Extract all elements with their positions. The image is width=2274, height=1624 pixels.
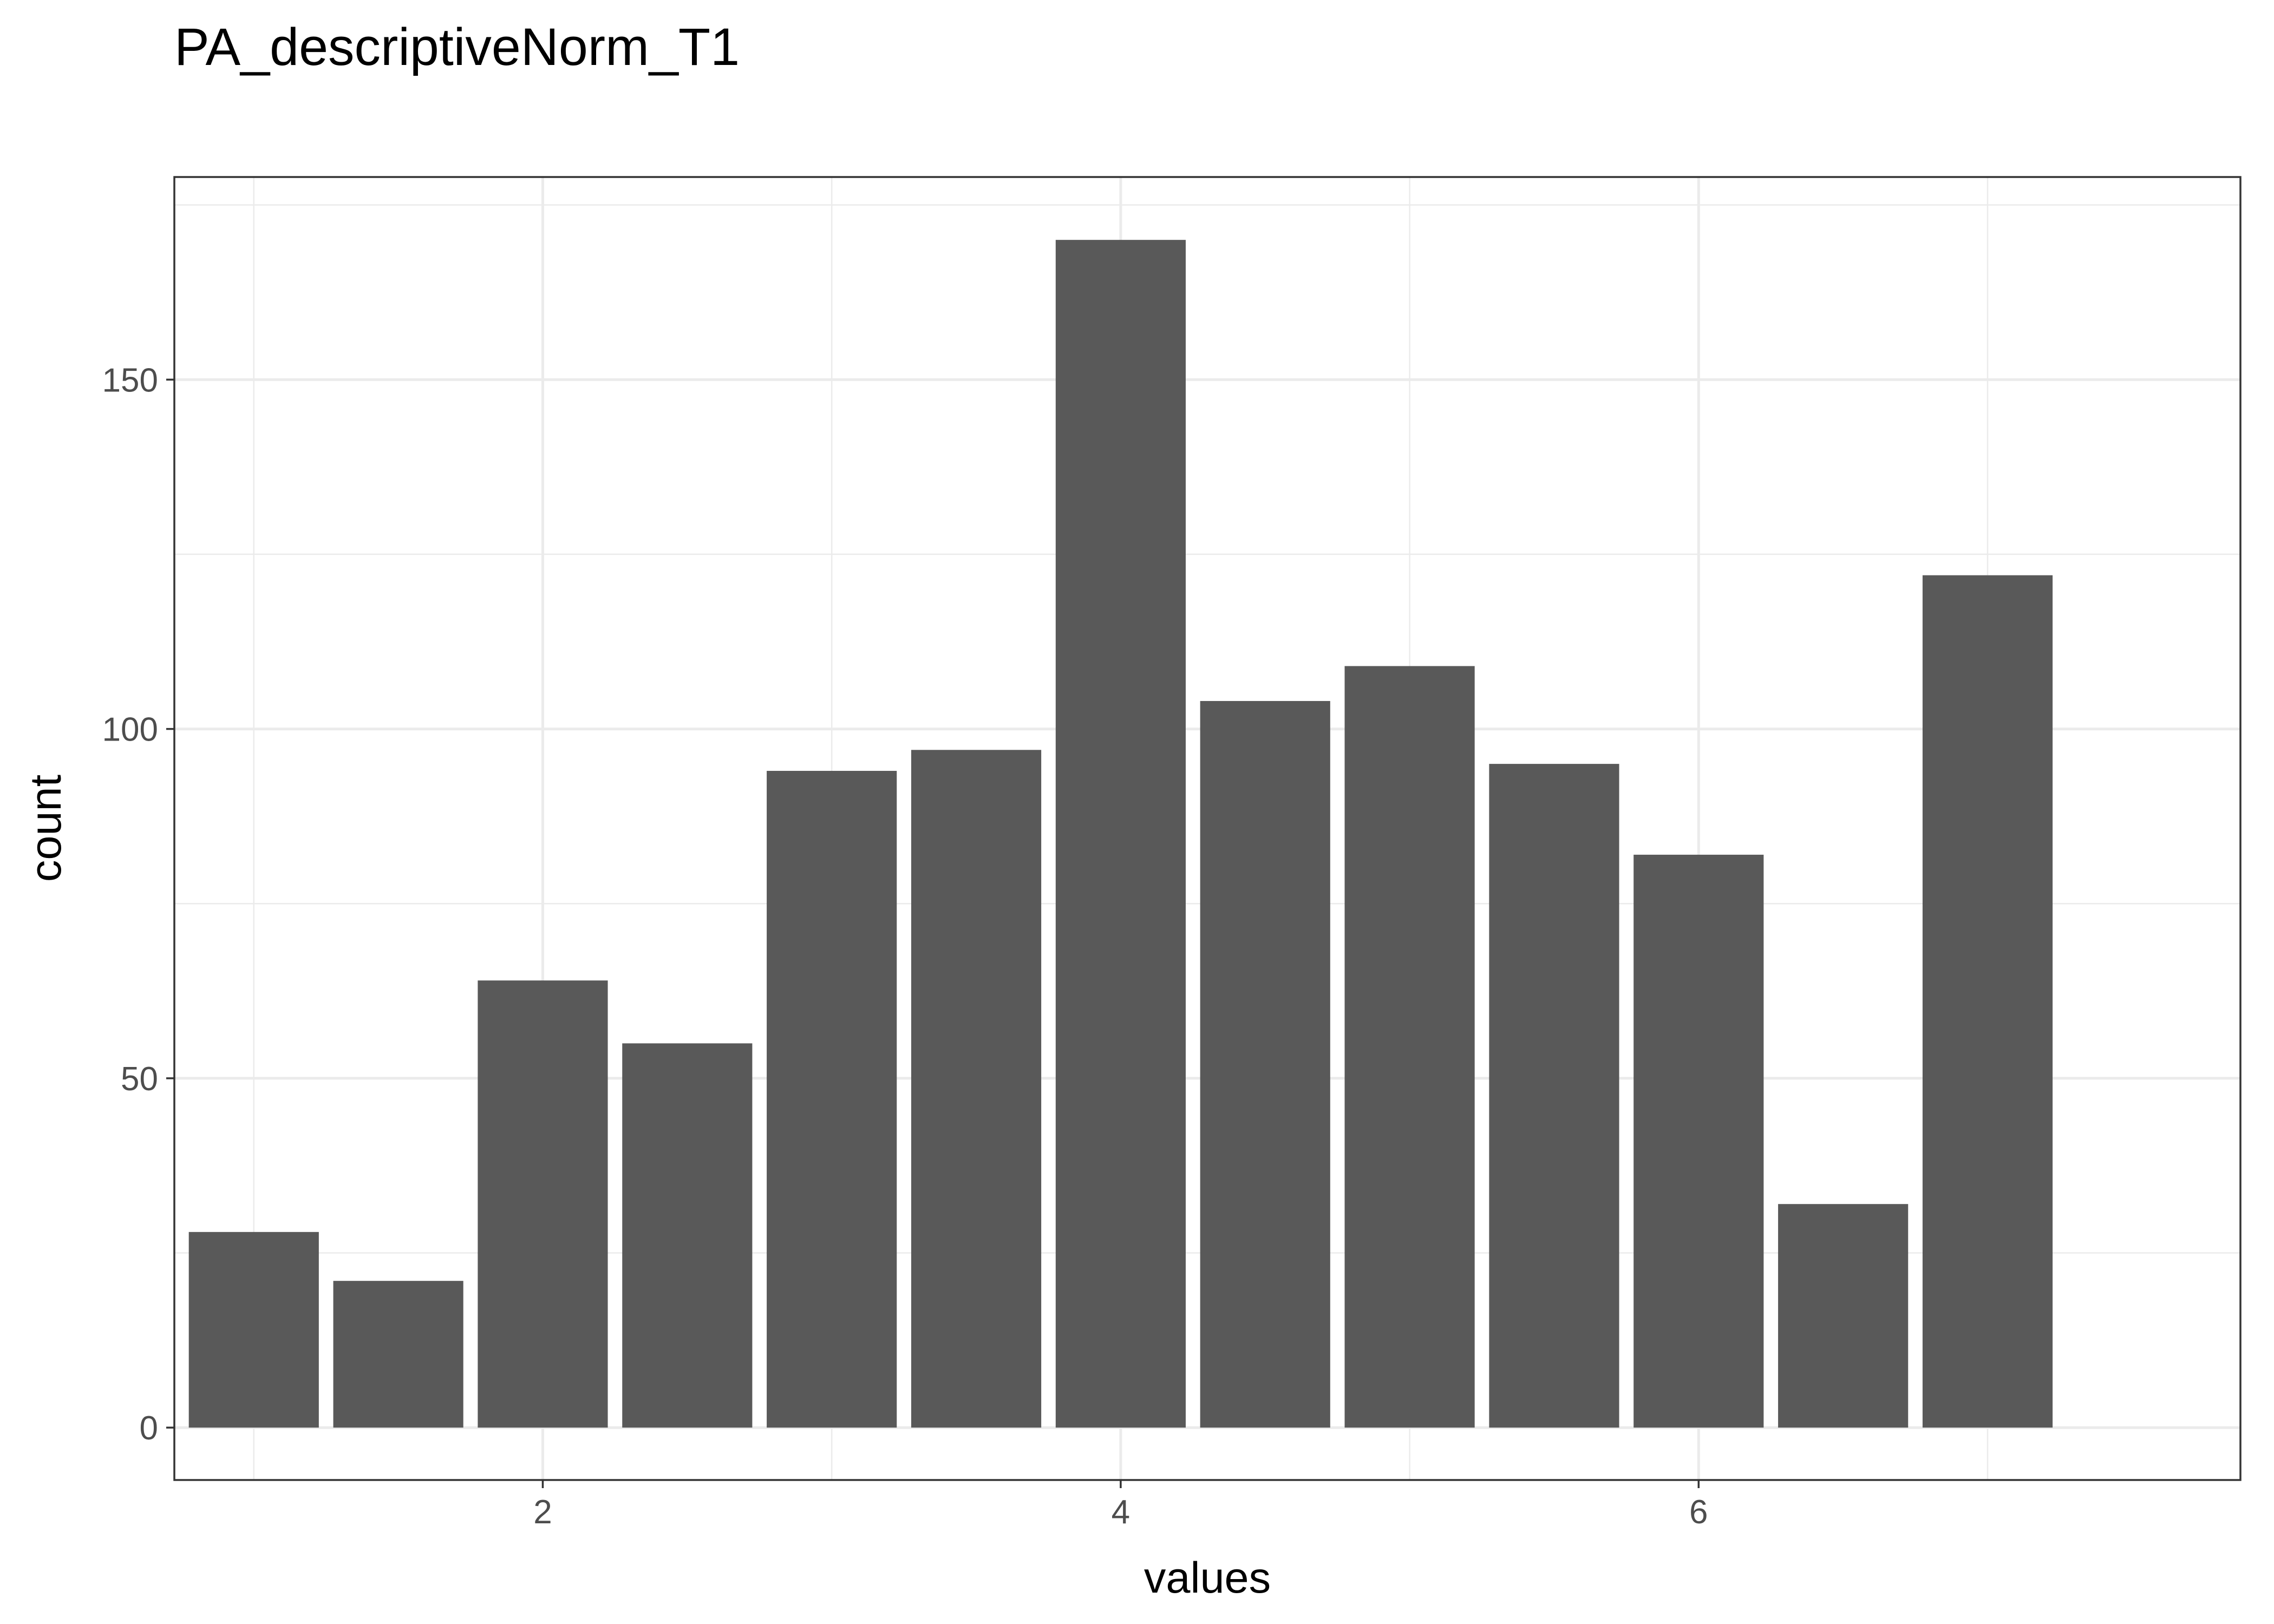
- y-tick-label: 50: [121, 1060, 158, 1098]
- y-axis-title: count: [22, 775, 70, 882]
- panel-border: [173, 176, 2242, 1481]
- bar: [1055, 240, 1186, 1428]
- bar: [1633, 854, 1764, 1428]
- bar: [1778, 1204, 1909, 1428]
- bar: [1344, 666, 1475, 1428]
- y-tick-label: 100: [102, 711, 158, 749]
- bar: [333, 1281, 463, 1428]
- axis-ticks: [166, 378, 1700, 1488]
- bar: [188, 1232, 319, 1428]
- y-tick-label: 0: [140, 1410, 158, 1447]
- x-tick-label: 4: [1112, 1494, 1130, 1531]
- bar: [911, 750, 1042, 1428]
- bar: [1922, 575, 2053, 1428]
- y-tick-label: 150: [102, 362, 158, 399]
- x-tick-label: 2: [533, 1494, 552, 1531]
- bar: [1200, 700, 1330, 1428]
- x-tick-label: 6: [1689, 1494, 1708, 1531]
- x-axis-title: values: [1144, 1554, 1271, 1602]
- bar: [622, 1043, 753, 1428]
- bars: [188, 240, 2053, 1428]
- bar: [1489, 764, 1619, 1428]
- bar: [767, 771, 897, 1428]
- tick-labels: 2 4 6 0 50 100 150: [102, 362, 1708, 1531]
- bar: [478, 980, 608, 1428]
- chart-title: PA_descriptiveNorm_T1: [174, 17, 740, 76]
